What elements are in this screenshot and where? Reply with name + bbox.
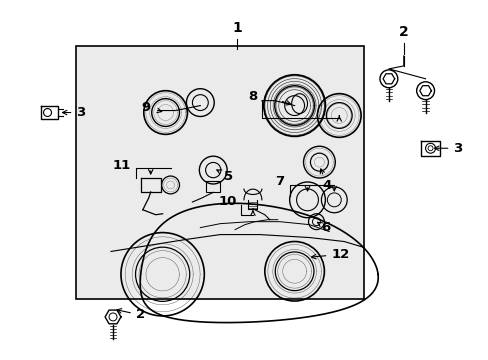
Text: 11: 11 (112, 159, 131, 172)
Text: 12: 12 (311, 248, 349, 261)
Bar (206, 181, 220, 192)
Text: 7: 7 (275, 175, 284, 189)
Text: 9: 9 (142, 101, 150, 114)
Text: 1: 1 (232, 21, 242, 35)
Text: 2: 2 (398, 25, 408, 39)
Text: 4: 4 (320, 169, 331, 193)
Text: 3: 3 (434, 142, 462, 155)
Text: 10: 10 (218, 195, 237, 208)
Text: 6: 6 (317, 221, 330, 234)
Bar (76, 46, 364, 299)
Text: 5: 5 (216, 170, 233, 183)
Text: 2: 2 (117, 309, 144, 321)
Text: 3: 3 (62, 106, 85, 119)
Text: 8: 8 (248, 90, 257, 103)
